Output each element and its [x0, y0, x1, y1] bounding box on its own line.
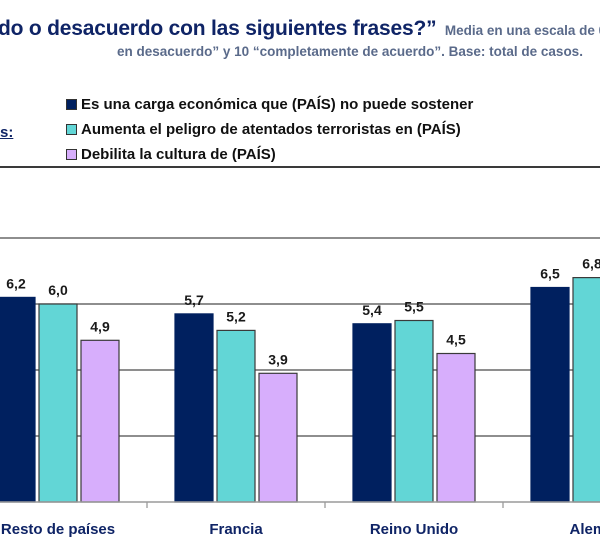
value-label: 6,2 [6, 275, 26, 291]
title-subtitle: Media en una escala de 0 [444, 23, 600, 38]
bar-series-3 [436, 352, 476, 503]
category-label: Alema [569, 521, 600, 538]
chart-frame-top-border [0, 166, 600, 168]
title-subtitle-line2: en desacuerdo” y 10 “completamente de ac… [117, 44, 583, 59]
bar-series-1 [530, 286, 570, 503]
legend-label-series-3: Debilita la cultura de (PAÍS) [81, 146, 276, 163]
bar-series-3 [80, 339, 120, 503]
bar-series-2 [38, 303, 78, 503]
legend: Es una carga económica que (PAÍS) no pue… [66, 92, 473, 167]
value-label: 5,4 [362, 302, 382, 318]
value-label: 6,8 [582, 256, 600, 272]
chart-title: do o desacuerdo con las siguientes frase… [0, 17, 600, 41]
legend-item-series-3: Debilita la cultura de (PAÍS) [66, 142, 473, 167]
left-label: s: [0, 124, 14, 141]
legend-swatch-series-2 [66, 124, 77, 135]
bar-series-2 [216, 329, 256, 503]
value-label: 3,9 [268, 351, 288, 367]
legend-item-series-1: Es una carga económica que (PAÍS) no pue… [66, 92, 473, 117]
bar-series-2 [394, 319, 434, 503]
legend-label-series-1: Es una carga económica que (PAÍS) no pue… [81, 96, 474, 113]
value-label: 5,7 [184, 292, 204, 308]
title-main: do o desacuerdo con las siguientes frase… [0, 17, 437, 40]
bar-series-1 [0, 296, 36, 503]
value-label: 6,5 [540, 266, 560, 282]
x-axis [0, 501, 600, 508]
legend-swatch-series-1 [66, 99, 77, 110]
value-label: 4,9 [90, 318, 110, 334]
value-label: 5,5 [404, 299, 424, 315]
legend-swatch-series-3 [66, 149, 77, 160]
category-label: Reino Unido [370, 521, 458, 538]
value-labels: 6,2 6,0 4,9 5,7 5,2 3,9 5,4 5,5 4,5 6,5 6,8 [6, 256, 600, 368]
bars [0, 277, 600, 503]
bar-series-3 [258, 372, 298, 503]
bar-series-2 [572, 277, 600, 503]
bar-series-1 [352, 323, 392, 503]
category-label: Resto de países [1, 521, 115, 538]
category-label: Francia [209, 521, 263, 538]
legend-item-series-2: Aumenta el peligro de atentados terroris… [66, 117, 473, 142]
value-label: 4,5 [446, 332, 466, 348]
legend-label-series-2: Aumenta el peligro de atentados terroris… [81, 121, 461, 138]
value-label: 6,0 [48, 282, 68, 298]
bar-series-1 [174, 313, 214, 503]
category-labels: Resto de países Francia Reino Unido Alema [1, 521, 600, 538]
value-label: 5,2 [226, 308, 246, 324]
